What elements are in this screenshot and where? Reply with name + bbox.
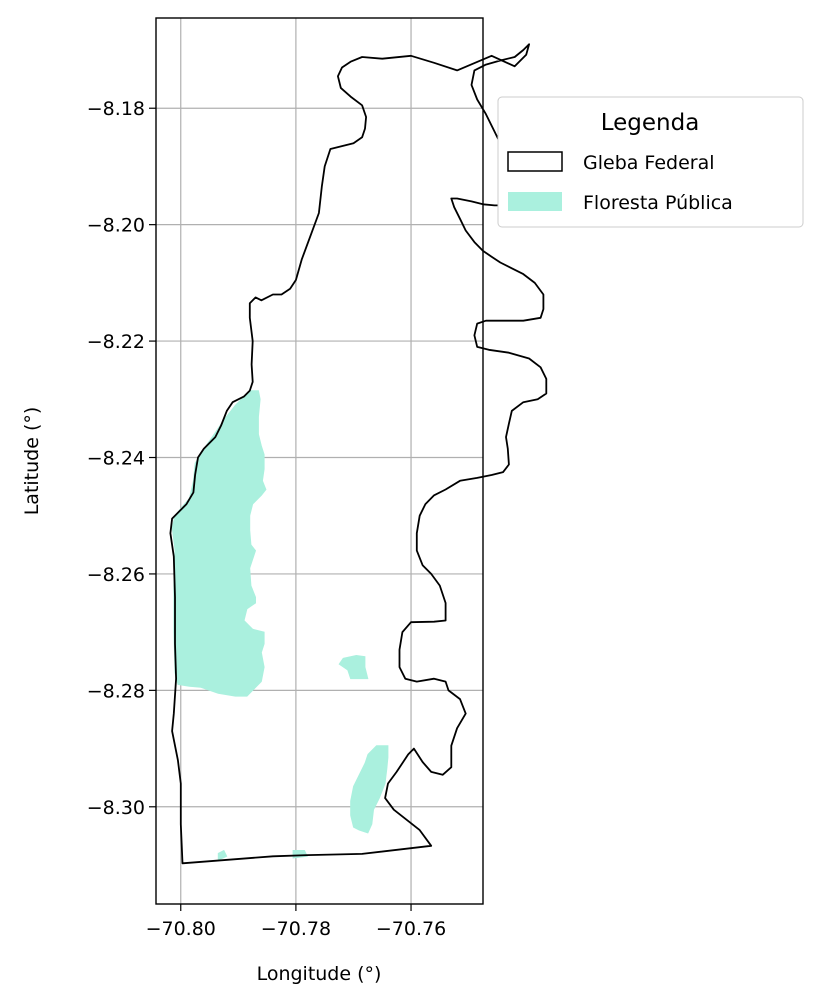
- floresta-publica-layer: [171, 390, 389, 861]
- floresta-publica-area: [338, 654, 369, 680]
- grid-lines: [156, 18, 483, 904]
- y-tick-label: −8.30: [87, 797, 145, 819]
- y-tick-label: −8.28: [87, 680, 145, 702]
- legend-frame: [497, 96, 804, 228]
- gleba-federal-layer: [169, 43, 548, 865]
- x-tick-label: −70.80: [146, 918, 216, 940]
- legend-label-floresta: Floresta Pública: [583, 192, 733, 214]
- floresta-publica-area: [217, 849, 228, 861]
- y-tick-label: −8.20: [87, 215, 145, 237]
- legend-swatch-floresta: [508, 192, 562, 211]
- x-tick-label: −70.76: [376, 918, 446, 940]
- y-tick-label: −8.26: [87, 564, 145, 586]
- plot-area-frame: [155, 17, 484, 905]
- x-tick-label: −70.78: [261, 918, 331, 940]
- legend-swatch-gleba: [507, 151, 563, 172]
- legend-title: Legenda: [601, 110, 700, 136]
- floresta-publica-area: [171, 390, 267, 697]
- y-axis-label: Latitude (°): [21, 407, 43, 516]
- y-tick-label: −8.24: [87, 448, 145, 470]
- y-tick-label: −8.18: [87, 98, 145, 120]
- y-tick-label: −8.22: [87, 331, 145, 353]
- floresta-publica-area: [350, 745, 389, 834]
- gleba-federal-boundary: [169, 43, 548, 865]
- floresta-publica-area: [292, 850, 309, 859]
- legend-label-gleba: Gleba Federal: [583, 152, 715, 174]
- x-axis-label: Longitude (°): [257, 963, 382, 985]
- x-axis-ticks: −70.80 −70.78 −70.76: [146, 904, 446, 940]
- legend: Legenda Gleba Federal Floresta Pública: [497, 96, 804, 228]
- y-axis-ticks: −8.18 −8.20 −8.22 −8.24 −8.26 −8.28 −8.30: [87, 98, 156, 819]
